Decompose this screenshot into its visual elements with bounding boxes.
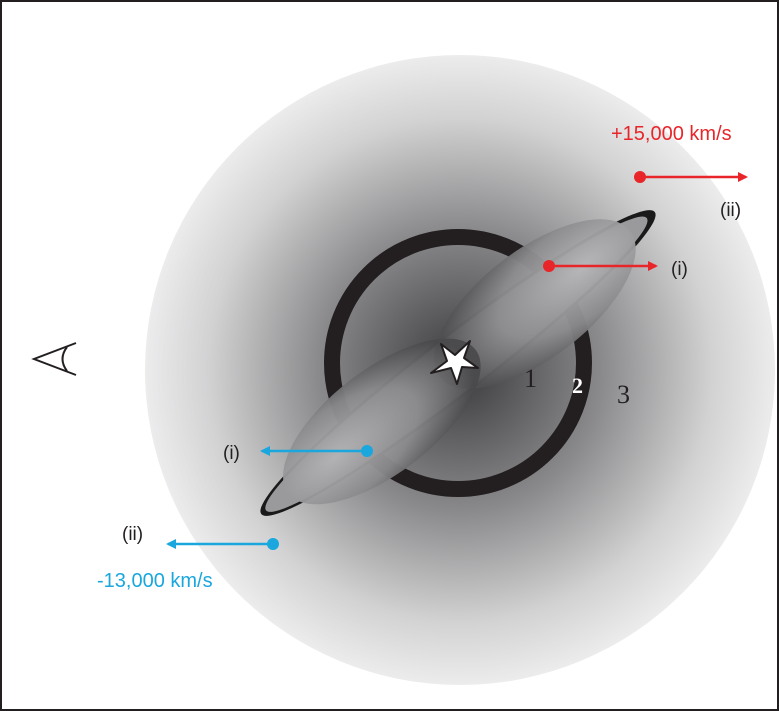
marker-label-approaching-inner: (i) bbox=[223, 443, 240, 464]
region-label-2: 2 bbox=[572, 373, 583, 398]
region-label-1: 1 bbox=[524, 364, 537, 393]
eye-icon bbox=[31, 342, 77, 376]
star-icon bbox=[430, 340, 479, 385]
receding-lobe bbox=[434, 219, 636, 389]
velocity-label-receding: +15,000 km/s bbox=[611, 123, 732, 145]
approaching-lobe bbox=[283, 338, 481, 505]
region-label-3: 3 bbox=[617, 380, 630, 409]
receding-point-outer bbox=[634, 171, 646, 183]
approaching-point-outer bbox=[267, 538, 279, 550]
marker-label-receding-inner: (i) bbox=[671, 259, 688, 280]
velocity-label-approaching: -13,000 km/s bbox=[97, 570, 213, 592]
dark-shell-ring bbox=[324, 229, 592, 497]
marker-label-approaching-outer: (ii) bbox=[122, 524, 143, 545]
approaching-point-inner bbox=[361, 445, 373, 457]
receding-point-inner bbox=[543, 260, 555, 272]
marker-label-receding-outer: (ii) bbox=[720, 200, 741, 221]
